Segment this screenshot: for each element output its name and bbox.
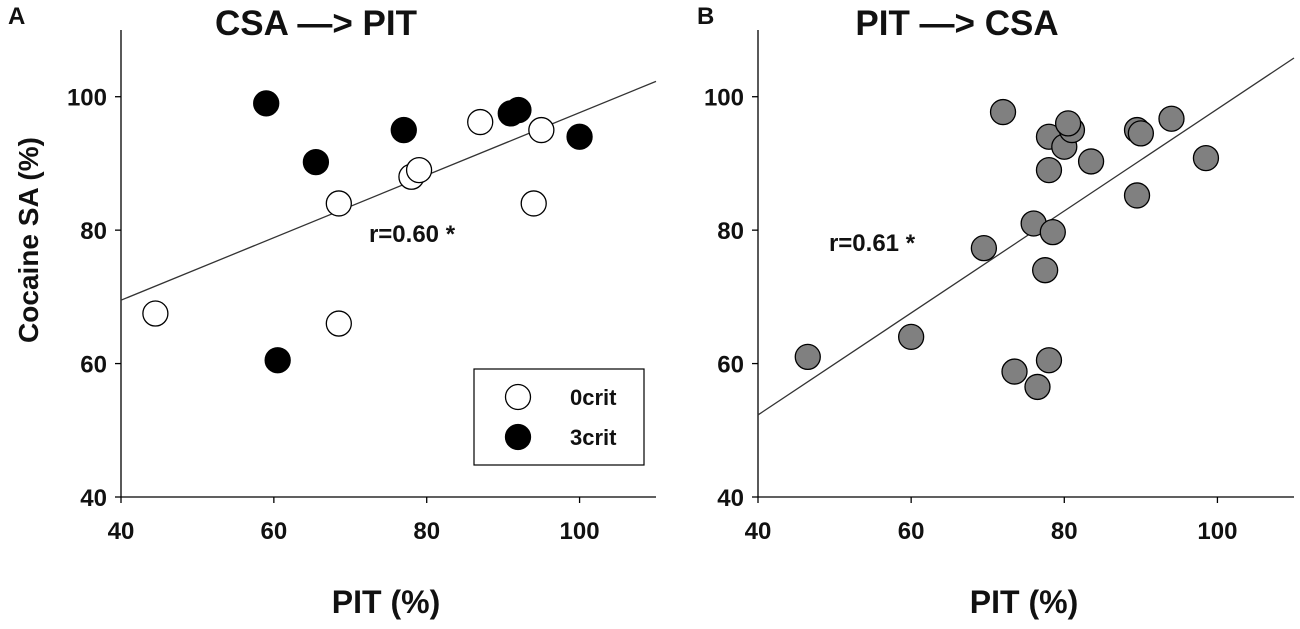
legend-marker-3crit xyxy=(504,423,532,451)
panel-a-axes: 40 60 80 100 40 60 80 100 xyxy=(67,30,656,545)
point-0crit xyxy=(325,190,352,217)
panel-a-title: CSA —> PIT xyxy=(215,4,417,43)
point-subjects xyxy=(1123,182,1151,209)
point-subjects xyxy=(1024,373,1051,401)
point-subjects xyxy=(1127,120,1155,147)
point-0crit xyxy=(520,190,547,217)
panel-b-points xyxy=(757,57,1295,416)
panel-b-regression-line xyxy=(757,57,1295,416)
point-0crit xyxy=(405,156,433,184)
x-tick-label: 60 xyxy=(261,518,288,545)
x-tick-label: 80 xyxy=(413,518,440,545)
legend-label-3crit: 3crit xyxy=(570,425,617,450)
panel-b-title: PIT —> CSA xyxy=(855,4,1058,43)
x-tick-label: 100 xyxy=(560,518,600,545)
panel-a-regression-line xyxy=(120,80,657,301)
point-subjects xyxy=(1054,110,1082,137)
panel-b: B PIT —> CSA PIT (%) r=0.61 * 4060801004… xyxy=(697,3,1295,620)
panel-b-annotation: r=0.61 * xyxy=(829,230,916,257)
point-3crit xyxy=(264,347,291,374)
y-tick-label: 100 xyxy=(67,85,107,112)
point-0crit xyxy=(528,116,555,144)
point-0crit xyxy=(325,310,352,337)
y-tick-label: 80 xyxy=(80,218,107,245)
panel-a-label: A xyxy=(8,3,25,30)
point-3crit xyxy=(390,116,417,144)
legend-marker-0crit xyxy=(504,383,532,411)
point-subjects xyxy=(1031,257,1059,284)
x-tick-label: 40 xyxy=(745,518,772,545)
point-0crit xyxy=(142,300,169,327)
x-tick-label: 40 xyxy=(108,518,135,545)
panel-a-ylabel: Cocaine SA (%) xyxy=(13,137,44,343)
point-subjects xyxy=(1192,144,1220,172)
panel-b-xlabel: PIT (%) xyxy=(970,584,1078,620)
point-subjects xyxy=(1039,218,1066,246)
point-subjects xyxy=(1035,156,1063,184)
legend-label-0crit: 0crit xyxy=(570,385,617,410)
point-subjects xyxy=(897,323,925,351)
point-subjects xyxy=(794,343,821,371)
panel-a-xlabel: PIT (%) xyxy=(332,584,440,620)
panel-a-annotation: r=0.60 * xyxy=(369,221,456,248)
point-3crit xyxy=(505,96,532,124)
point-subjects xyxy=(970,235,998,262)
y-tick-label: 40 xyxy=(80,485,107,512)
y-tick-label: 60 xyxy=(717,352,744,379)
y-tick-label: 60 xyxy=(80,352,107,379)
point-3crit xyxy=(253,90,280,117)
y-tick-label: 80 xyxy=(717,218,744,245)
x-tick-label: 60 xyxy=(898,518,925,545)
panel-a-legend: 0crit 3crit xyxy=(473,368,645,466)
point-subjects xyxy=(989,98,1017,126)
legend-box xyxy=(473,368,645,466)
panel-b-label: B xyxy=(697,3,714,30)
point-3crit xyxy=(302,148,330,176)
point-3crit xyxy=(566,123,593,150)
point-subjects xyxy=(1077,148,1105,175)
x-tick-label: 100 xyxy=(1197,518,1237,545)
x-tick-label: 80 xyxy=(1051,518,1078,545)
y-tick-label: 100 xyxy=(704,85,744,112)
y-tick-label: 40 xyxy=(717,485,744,512)
panel-b-axes: 40 60 80 100 40 60 80 100 xyxy=(704,30,1294,545)
point-0crit xyxy=(467,108,494,136)
panel-a-points xyxy=(120,80,657,374)
point-subjects xyxy=(1158,105,1185,132)
point-subjects xyxy=(1001,358,1028,385)
point-subjects xyxy=(1035,347,1063,374)
panel-a: A CSA —> PIT PIT (%) Cocaine SA (%) r=0.… xyxy=(8,3,657,620)
